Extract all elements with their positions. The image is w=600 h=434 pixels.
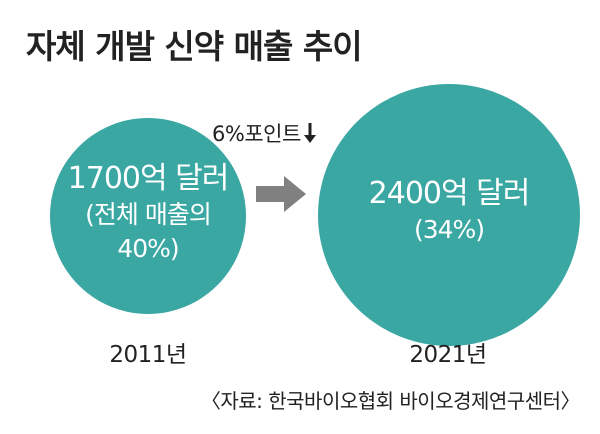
circle-2011-value: 1700억 달러	[67, 161, 230, 196]
year-label-2021: 2021년	[409, 342, 487, 368]
circle-2021-share: (34%)	[413, 215, 485, 244]
chart-title: 자체 개발 신약 매출 추이	[26, 27, 363, 66]
circle-2011-share-line2: 40%)	[117, 234, 179, 263]
source-note: 〈자료: 한국바이오협회 바이오경제연구센터〉	[200, 389, 581, 413]
change-label-text: 6%포인트	[212, 122, 301, 146]
year-label-2011: 2011년	[109, 342, 187, 368]
circle-2011: 1700억 달러 (전체 매출의 40%)	[50, 118, 246, 314]
change-label: 6%포인트	[212, 118, 317, 148]
circle-2011-share-line1: (전체 매출의	[85, 200, 212, 229]
arrow-right-icon	[256, 176, 306, 212]
circle-2021: 2400억 달러 (34%)	[318, 84, 580, 346]
arrow-down-icon	[303, 123, 316, 143]
circle-2021-value: 2400억 달러	[368, 176, 531, 211]
